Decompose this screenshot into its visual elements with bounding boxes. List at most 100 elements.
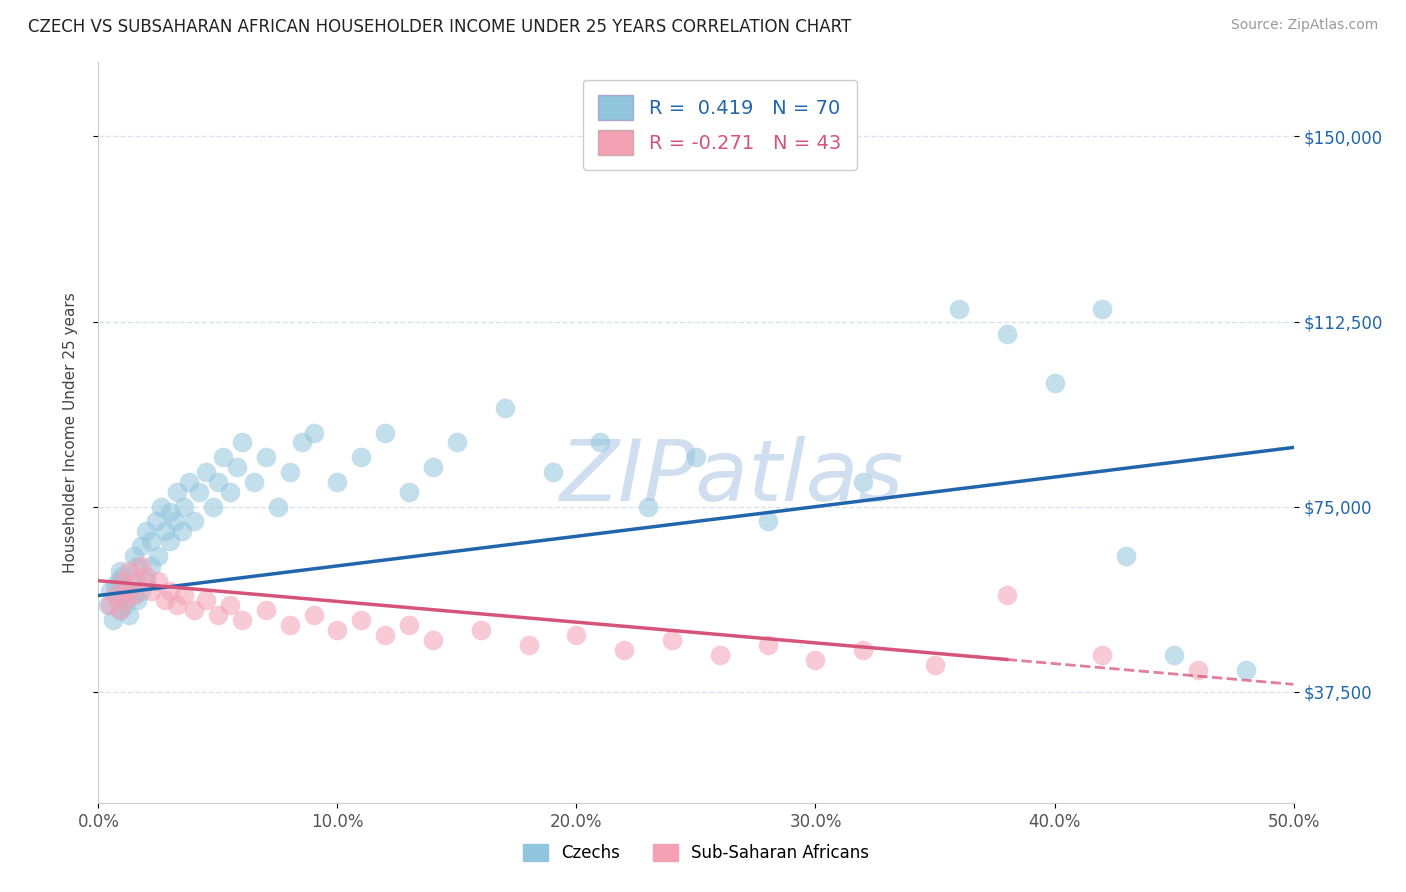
Point (101, 613, 124, 627)
Point (108, 564, 131, 578)
Point (118, 608, 141, 623)
Point (107, 574, 129, 588)
Point (159, 505, 181, 519)
Point (98, 599, 122, 613)
Point (195, 465, 218, 479)
Point (97, 599, 120, 613)
Point (104, 579, 127, 593)
Point (115, 583, 138, 598)
Point (131, 583, 153, 598)
Point (517, 638, 540, 652)
Point (350, 613, 373, 627)
Point (226, 460, 249, 475)
Point (118, 564, 141, 578)
Point (163, 515, 186, 529)
Point (111, 568, 134, 582)
Point (111, 589, 134, 603)
Point (661, 632, 683, 647)
Point (1043, 376, 1066, 391)
Point (211, 450, 233, 465)
Point (148, 549, 170, 563)
Point (207, 475, 229, 489)
Point (326, 623, 349, 637)
Point (302, 425, 325, 440)
Point (219, 599, 242, 613)
Point (131, 539, 153, 553)
Point (302, 608, 325, 623)
Point (166, 599, 188, 613)
Point (1187, 663, 1209, 677)
Point (125, 558, 148, 573)
Point (1163, 648, 1185, 662)
Point (139, 558, 162, 573)
Point (183, 515, 205, 529)
Point (115, 583, 138, 598)
Point (202, 500, 225, 514)
Point (172, 524, 194, 539)
Point (470, 623, 492, 637)
Point (422, 632, 444, 647)
Point (108, 603, 131, 617)
Point (124, 589, 146, 603)
Point (159, 583, 181, 598)
Point (114, 599, 136, 613)
Point (852, 475, 875, 489)
Point (187, 484, 209, 499)
Point (278, 618, 301, 632)
Point (852, 642, 875, 657)
Point (135, 574, 157, 588)
Point (148, 574, 170, 588)
Point (124, 549, 146, 563)
Point (756, 515, 779, 529)
Point (446, 435, 468, 450)
Point (541, 465, 564, 479)
Point (278, 465, 301, 479)
Point (195, 593, 218, 607)
Point (131, 558, 153, 573)
Point (1234, 663, 1257, 677)
Legend: R =  0.419   N = 70, R = -0.271   N = 43: R = 0.419 N = 70, R = -0.271 N = 43 (583, 79, 856, 170)
Point (254, 450, 277, 465)
Point (173, 500, 195, 514)
Point (565, 628, 588, 642)
Point (179, 475, 201, 489)
Point (1091, 648, 1114, 662)
Point (107, 593, 129, 607)
Point (149, 500, 172, 514)
Point (111, 574, 134, 588)
Point (267, 500, 290, 514)
Point (98, 583, 122, 598)
Point (948, 302, 970, 317)
Point (125, 593, 148, 607)
Point (155, 524, 177, 539)
Point (159, 534, 181, 549)
Point (804, 653, 827, 667)
Point (374, 628, 396, 642)
Point (398, 618, 420, 632)
Point (374, 425, 396, 440)
Point (637, 500, 659, 514)
Point (173, 589, 195, 603)
Point (135, 524, 157, 539)
Point (207, 608, 229, 623)
Point (398, 484, 420, 499)
Point (114, 593, 136, 607)
Point (350, 450, 373, 465)
Point (139, 534, 162, 549)
Text: CZECH VS SUBSAHARAN AFRICAN HOUSEHOLDER INCOME UNDER 25 YEARS CORRELATION CHART: CZECH VS SUBSAHARAN AFRICAN HOUSEHOLDER … (28, 18, 852, 36)
Point (219, 484, 242, 499)
Point (121, 574, 143, 588)
Point (231, 435, 253, 450)
Point (494, 401, 516, 415)
Point (104, 589, 127, 603)
Point (155, 593, 177, 607)
Text: Source: ZipAtlas.com: Source: ZipAtlas.com (1230, 18, 1378, 32)
Point (326, 475, 349, 489)
Point (995, 589, 1018, 603)
Point (756, 638, 779, 652)
Point (613, 642, 636, 657)
Point (589, 435, 612, 450)
Point (422, 460, 444, 475)
Point (254, 603, 277, 617)
Point (125, 574, 148, 588)
